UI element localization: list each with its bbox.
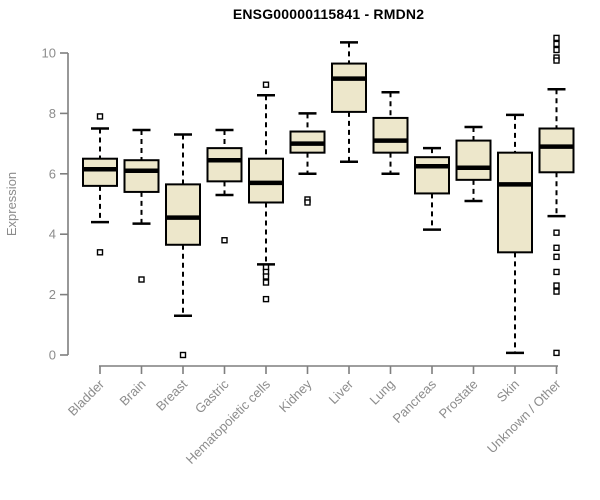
y-tick-label: 6 bbox=[49, 166, 56, 181]
box-unknown-other bbox=[538, 34, 575, 357]
x-tick-label-skin: Skin bbox=[494, 377, 522, 405]
outlier-point bbox=[262, 279, 270, 286]
box-brain bbox=[123, 128, 160, 283]
outlier-point bbox=[553, 57, 560, 64]
y-axis: 0 2 4 6 8 10 Expression bbox=[4, 46, 69, 363]
box-pancreas bbox=[414, 146, 450, 231]
outlier-point bbox=[553, 229, 560, 236]
iqr-box bbox=[497, 151, 533, 254]
x-tick-label-bladder: Bladder bbox=[65, 376, 108, 419]
iqr-box bbox=[82, 157, 118, 187]
box-bladder bbox=[82, 113, 118, 256]
outlier-point bbox=[553, 349, 560, 357]
outlier-point bbox=[553, 253, 560, 261]
outlier-point bbox=[553, 244, 560, 251]
outlier-point bbox=[138, 276, 145, 283]
y-axis-label: Expression bbox=[4, 172, 19, 236]
outlier-point bbox=[96, 249, 104, 256]
iqr-box bbox=[372, 116, 409, 154]
box-hematopoietic-cells bbox=[248, 81, 284, 303]
iqr-box bbox=[414, 156, 450, 195]
x-tick-label-lung: Lung bbox=[367, 377, 398, 408]
outlier-point bbox=[553, 288, 560, 295]
outlier-point bbox=[553, 282, 560, 289]
box-skin bbox=[497, 113, 533, 355]
iqr-box bbox=[206, 147, 243, 183]
box-gastric bbox=[206, 128, 243, 244]
x-tick-label-breast: Breast bbox=[153, 376, 190, 413]
outlier-point bbox=[221, 237, 228, 244]
box-prostate bbox=[455, 125, 492, 203]
outlier-point bbox=[553, 268, 560, 276]
x-tick-label-prostate: Prostate bbox=[436, 377, 481, 422]
iqr-box bbox=[538, 127, 575, 174]
x-tick-label-kidney: Kidney bbox=[276, 376, 315, 415]
outlier-point bbox=[96, 113, 104, 120]
x-tick-label-brain: Brain bbox=[117, 377, 149, 409]
box-kidney bbox=[289, 112, 326, 206]
box-liver bbox=[331, 41, 367, 163]
y-tick-label: 4 bbox=[49, 227, 56, 242]
y-tick-label: 8 bbox=[49, 106, 56, 121]
x-tick-label-pancreas: Pancreas bbox=[390, 376, 440, 426]
iqr-box bbox=[165, 183, 201, 246]
outlier-point bbox=[553, 34, 560, 42]
outlier-point bbox=[262, 273, 270, 280]
outlier-point bbox=[553, 40, 560, 48]
y-tick-label: 2 bbox=[49, 287, 56, 302]
outlier-point bbox=[553, 46, 560, 54]
x-tick-label-unknown-other: Unknown / Other bbox=[484, 376, 564, 456]
box-breast bbox=[165, 133, 201, 359]
iqr-box bbox=[331, 62, 367, 113]
box-lung bbox=[372, 91, 409, 176]
iqr-box bbox=[248, 157, 284, 204]
outlier-point bbox=[304, 199, 311, 206]
outlier-point bbox=[262, 81, 270, 88]
x-tick-label-liver: Liver bbox=[326, 376, 357, 407]
iqr-box bbox=[455, 139, 492, 181]
iqr-box bbox=[123, 159, 160, 193]
chart-title: ENSG00000115841 - RMDN2 bbox=[232, 6, 425, 22]
outlier-point bbox=[262, 295, 270, 303]
outlier-point bbox=[179, 351, 187, 359]
y-tick-label: 0 bbox=[49, 348, 56, 363]
x-tick-label-gastric: Gastric bbox=[192, 376, 232, 416]
y-tick-label: 10 bbox=[42, 46, 56, 61]
